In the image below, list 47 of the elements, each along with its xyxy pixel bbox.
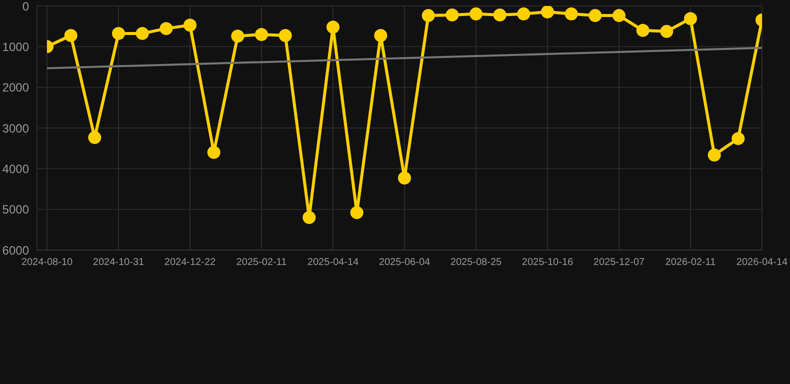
point bbox=[184, 18, 196, 32]
point bbox=[398, 172, 411, 185]
y-tick-label: 6000 bbox=[2, 243, 30, 258]
point bbox=[493, 8, 506, 22]
x-tick-label: 2024-10-31 bbox=[92, 257, 145, 268]
point bbox=[231, 30, 244, 43]
x-tick-label: 2024-12-22 bbox=[164, 257, 216, 268]
point bbox=[160, 22, 173, 36]
point bbox=[684, 12, 697, 26]
y-tick-label: 4000 bbox=[2, 162, 30, 176]
point bbox=[326, 20, 340, 34]
y-tick-label: 2000 bbox=[2, 80, 30, 95]
y-tick-label: 5000 bbox=[2, 202, 30, 217]
point bbox=[541, 6, 554, 18]
point bbox=[732, 132, 745, 146]
x-tick-label: 2025-08-25 bbox=[450, 257, 502, 268]
point bbox=[207, 146, 220, 159]
point bbox=[88, 131, 102, 144]
point bbox=[112, 26, 125, 40]
point bbox=[255, 28, 268, 41]
point bbox=[636, 24, 650, 37]
x-tick-label: 2025-02-11 bbox=[236, 257, 288, 268]
point bbox=[136, 26, 149, 40]
point bbox=[588, 9, 602, 22]
y-tick-label: 0 bbox=[22, 0, 30, 14]
point bbox=[422, 9, 435, 22]
x-tick-label: 2026-02-11 bbox=[665, 257, 716, 268]
x-tick-label: 2024-08-10 bbox=[21, 257, 74, 268]
point bbox=[517, 7, 530, 20]
point bbox=[278, 28, 292, 42]
point bbox=[612, 9, 626, 22]
point bbox=[374, 28, 388, 42]
point bbox=[708, 148, 721, 162]
x-tick-label: 2025-10-16 bbox=[522, 257, 574, 268]
point bbox=[660, 24, 674, 38]
point bbox=[64, 28, 78, 42]
x-tick-label: 2025-06-04 bbox=[378, 257, 431, 268]
point bbox=[302, 210, 316, 224]
point bbox=[470, 7, 482, 20]
y-tick-label: 1000 bbox=[2, 40, 30, 54]
y-tick-label: 3000 bbox=[2, 121, 30, 136]
point bbox=[446, 8, 459, 22]
point bbox=[564, 7, 578, 20]
point bbox=[350, 206, 364, 220]
x-tick-label: 2025-12-07 bbox=[593, 257, 646, 268]
x-tick-label: 2025-04-14 bbox=[307, 257, 360, 268]
x-tick-label: 2026-04-14 bbox=[736, 257, 788, 268]
